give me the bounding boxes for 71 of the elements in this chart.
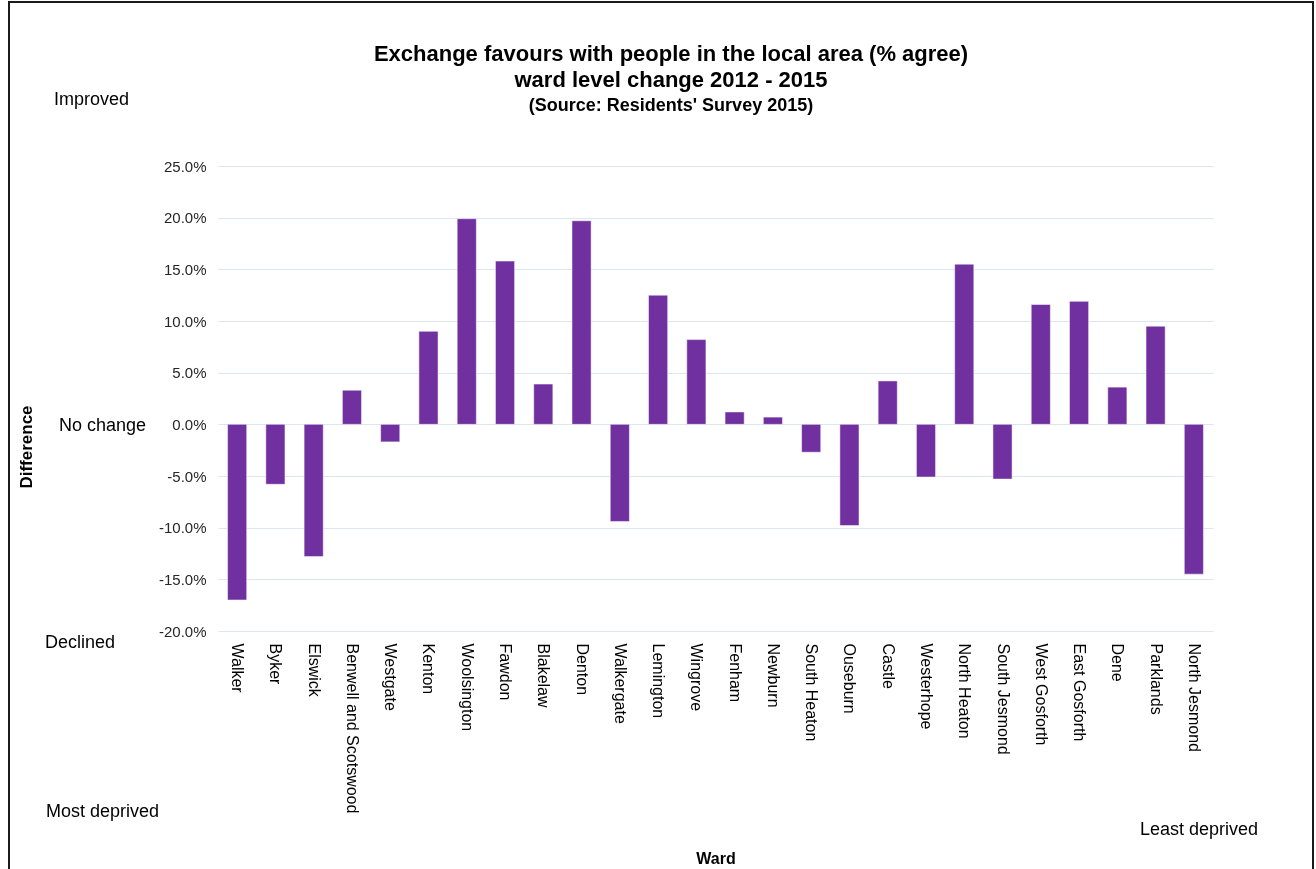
bar [916, 424, 936, 478]
bar [839, 424, 860, 526]
bar [1184, 424, 1204, 575]
bar [763, 416, 783, 425]
y-tick-label: 5.0% [172, 364, 207, 382]
bar [1030, 304, 1051, 425]
text: Least deprived [1140, 819, 1259, 839]
x-tick-label: South Heaton [803, 643, 821, 742]
y-tick-label: 20.0% [163, 209, 207, 227]
x-tick-label: Newburn [764, 643, 782, 708]
x-tick-label: Westgate [382, 643, 400, 711]
y-tick-label: -20.0% [158, 622, 207, 640]
text: Difference [17, 405, 36, 489]
bar [954, 263, 975, 425]
text: Improved [54, 89, 130, 109]
bar [1145, 325, 1166, 425]
chart-subtitle: (Source: Residents' Survey 2015) [528, 95, 814, 115]
bar [418, 331, 439, 425]
x-tick-label: Denton [573, 643, 591, 696]
x-tick-label: Lemington [650, 643, 668, 719]
x-tick-label: Woolsington [458, 643, 476, 732]
x-tick-label: East Gosforth [1071, 643, 1089, 742]
bar [227, 424, 247, 601]
x-tick-label: West Gosforth [1032, 643, 1050, 746]
chart-title: Exchange favours with people in the local area (% agree) ward level change 2012 - 2015 [373, 41, 969, 92]
x-tick-label: Wingrove [688, 643, 706, 712]
bar [495, 260, 515, 425]
y-tick-label: 25.0% [163, 157, 207, 175]
x-tick-label: Byker [267, 643, 285, 686]
x-tick-label: Westerhope [917, 643, 935, 730]
x-tick-label: Fawdon [497, 643, 515, 701]
bar [1107, 386, 1128, 425]
y-tick-label: 10.0% [163, 312, 207, 330]
y-tick-label: 15.0% [163, 260, 207, 278]
x-axis-title: Ward [696, 849, 736, 867]
x-tick-label: Walkergate [611, 643, 629, 724]
bar [686, 339, 707, 425]
x-tick-label: Castle [879, 643, 897, 689]
bar [610, 424, 630, 522]
bar [303, 424, 324, 557]
x-tick-label: Kenton [420, 643, 438, 695]
bar [1069, 301, 1089, 425]
y-tick-label: -10.0% [158, 519, 207, 537]
x-tick-label: North Heaton [956, 643, 974, 739]
text: No change [59, 415, 147, 435]
x-tick-label: Fenham [726, 643, 744, 703]
bar [992, 424, 1013, 480]
bar [342, 389, 362, 425]
x-tick-label: Ouseburn [841, 643, 859, 714]
x-tick-label: Elswick [305, 643, 323, 698]
x-tick-label: Benwell and Scotswood [343, 643, 361, 814]
bar [648, 294, 668, 425]
x-tick-label: Dene [1109, 643, 1127, 682]
y-tick-label: -5.0% [167, 467, 207, 485]
text: Most deprived [46, 801, 160, 821]
bar [724, 411, 745, 425]
bar [265, 424, 286, 485]
x-tick-label: North Jesmond [1185, 643, 1203, 752]
y-tick-label: -15.0% [158, 570, 207, 588]
x-tick-label: Walker [229, 643, 247, 694]
x-tick-label: Parklands [1147, 643, 1165, 715]
bar [533, 383, 554, 425]
x-tick-label: South Jesmond [994, 643, 1012, 755]
bar [380, 424, 401, 443]
bar [456, 218, 477, 425]
text: Declined [45, 632, 116, 652]
bar [801, 424, 821, 453]
bar [877, 380, 898, 425]
bar [571, 220, 592, 425]
x-tick-label: Blakelaw [535, 643, 553, 708]
y-tick-label: 0.0% [172, 415, 207, 433]
